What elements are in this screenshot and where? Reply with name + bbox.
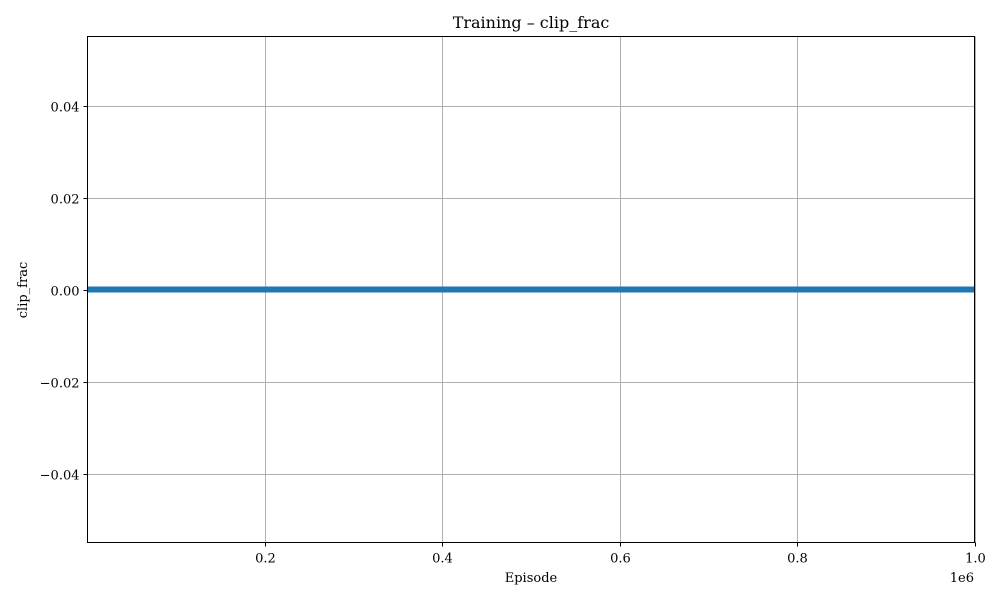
plot-frame <box>87 36 975 543</box>
y-axis-label: clip_frac <box>16 262 31 318</box>
grid <box>87 36 976 543</box>
x-axis-label: Episode <box>505 571 558 586</box>
y-tick-label: 0.02 <box>51 193 80 208</box>
x-tick-label: 0.4 <box>432 552 453 567</box>
y-tick-label: −0.04 <box>40 469 80 484</box>
y-tick-label: 0.04 <box>51 101 80 116</box>
x-offset-label: 1e6 <box>950 571 974 586</box>
y-tick-label: 0.00 <box>51 285 80 300</box>
chart-title: Training – clip_frac <box>453 13 610 32</box>
x-tick-label: 0.2 <box>255 552 276 567</box>
x-ticks: 0.2 0.4 0.6 0.8 1.0 <box>255 542 986 567</box>
x-tick-label: 0.6 <box>610 552 631 567</box>
y-ticks: −0.04 −0.02 0.00 0.02 0.04 <box>40 101 88 484</box>
x-tick-label: 0.8 <box>787 552 808 567</box>
x-tick-label: 1.0 <box>965 552 986 567</box>
y-tick-label: −0.02 <box>40 377 80 392</box>
